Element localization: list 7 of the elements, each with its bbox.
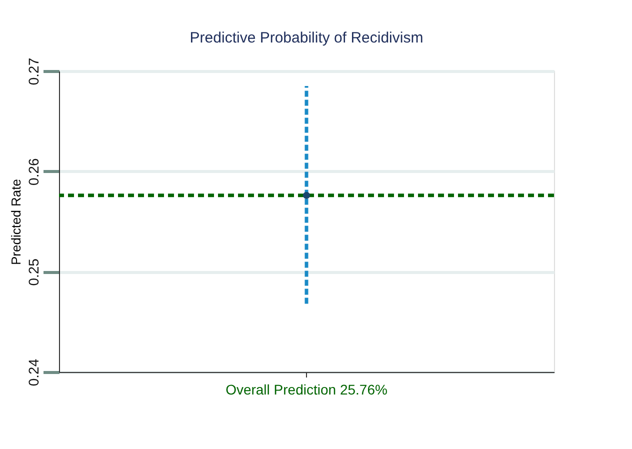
chart-title: Predictive Probability of Recidivism xyxy=(190,29,424,46)
y-tick-label: 0.26 xyxy=(26,158,42,186)
y-tick-label: 0.25 xyxy=(26,258,42,286)
x-tick-label: Overall Prediction 25.76% xyxy=(226,382,388,398)
y-tick-label: 0.27 xyxy=(26,58,42,86)
y-axis-title: Predicted Rate xyxy=(8,179,24,265)
y-tick-label: 0.24 xyxy=(26,358,42,386)
